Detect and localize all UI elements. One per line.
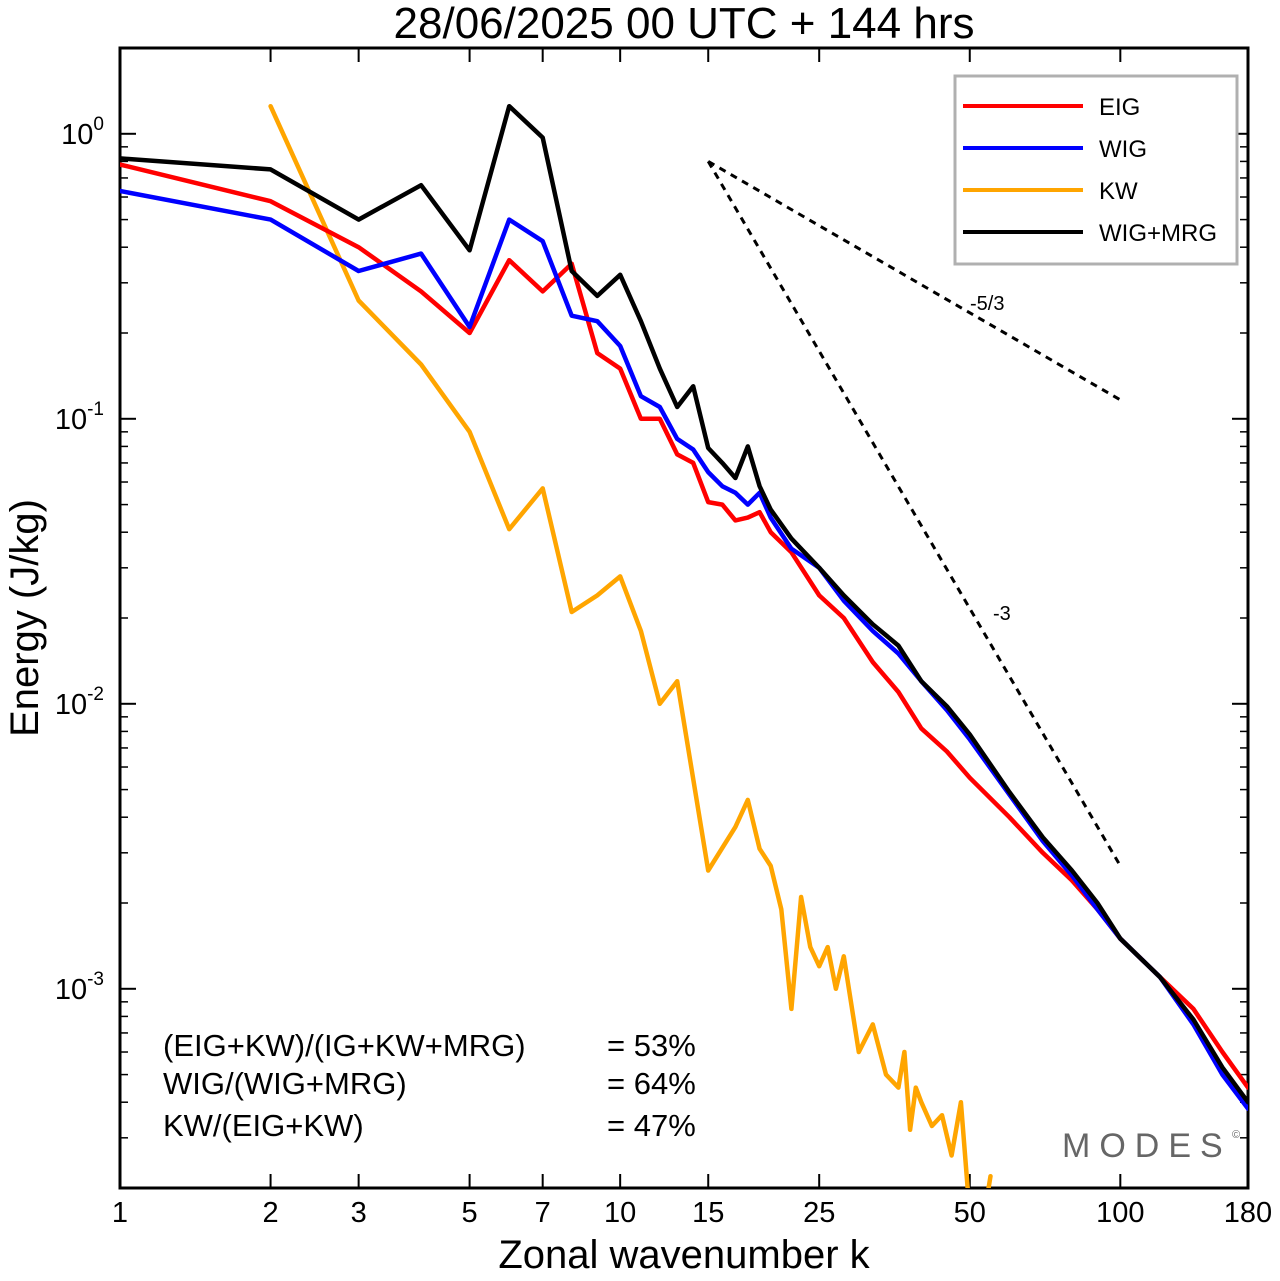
reference-slope-line-five-thirds	[707, 160, 1122, 402]
y-tick-label: 100	[61, 114, 104, 151]
ratio-label-eig-kw: (EIG+KW)/(IG+KW+MRG)	[163, 1028, 526, 1063]
legend-label-wig-mrg: WIG+MRG	[1099, 220, 1217, 247]
legend: EIG WIG KW WIG+MRG	[953, 74, 1239, 266]
legend-label-kw: KW	[1099, 178, 1138, 205]
x-tick-label: 50	[954, 1197, 986, 1229]
reference-slope-line-three	[706, 160, 1122, 867]
ratio-value-eig-kw: = 53%	[607, 1028, 696, 1063]
series-line-kw	[268, 103, 993, 1188]
ratio-label-wig: WIG/(WIG+MRG)	[163, 1066, 407, 1101]
modes-watermark: MODES	[1062, 1127, 1232, 1165]
y-tick-label: 10-1	[55, 399, 104, 436]
ratio-label-kw: KW/(EIG+KW)	[163, 1108, 364, 1143]
series-layer	[120, 103, 1248, 1188]
y-axis-label: Energy (J/kg)	[3, 499, 47, 737]
slope-label-five-thirds: -5/3	[970, 293, 1004, 315]
chart-title: 28/06/2025 00 UTC + 144 hrs	[394, 0, 975, 48]
slope-label-three: -3	[993, 603, 1011, 625]
x-tick-label: 1	[112, 1197, 128, 1229]
x-axis-label: Zonal wavenumber k	[498, 1233, 870, 1277]
x-tick-label: 25	[803, 1197, 835, 1229]
ratio-annotations: (EIG+KW)/(IG+KW+MRG) = 53% WIG/(WIG+MRG)…	[163, 1028, 696, 1143]
slope-layer	[706, 160, 1122, 867]
x-tick-label: 100	[1096, 1197, 1144, 1229]
x-tick-label: 15	[692, 1197, 724, 1229]
copyright-mark: ©	[1232, 1129, 1240, 1141]
axis-layer: 1 2 3 5 7 10 15 25 50 100 180 100 10-1 10-2 10-3	[55, 47, 1272, 1229]
series-line-eig	[120, 162, 1248, 1090]
x-tick-label: 2	[262, 1197, 278, 1229]
x-tick-label: 180	[1224, 1197, 1272, 1229]
y-tick-label: 10-3	[55, 969, 104, 1006]
y-tick-label: 10-2	[55, 684, 104, 721]
legend-label-eig: EIG	[1099, 94, 1140, 121]
x-tick-label: 10	[604, 1197, 636, 1229]
ratio-value-wig: = 64%	[607, 1066, 696, 1101]
series-line-wig	[120, 188, 1248, 1111]
series-line-wig-mrg	[120, 103, 1248, 1105]
x-tick-label: 5	[462, 1197, 478, 1229]
legend-label-wig: WIG	[1099, 136, 1147, 163]
x-tick-label: 3	[351, 1197, 367, 1229]
ratio-value-kw: = 47%	[607, 1108, 696, 1143]
x-tick-label: 7	[535, 1197, 551, 1229]
